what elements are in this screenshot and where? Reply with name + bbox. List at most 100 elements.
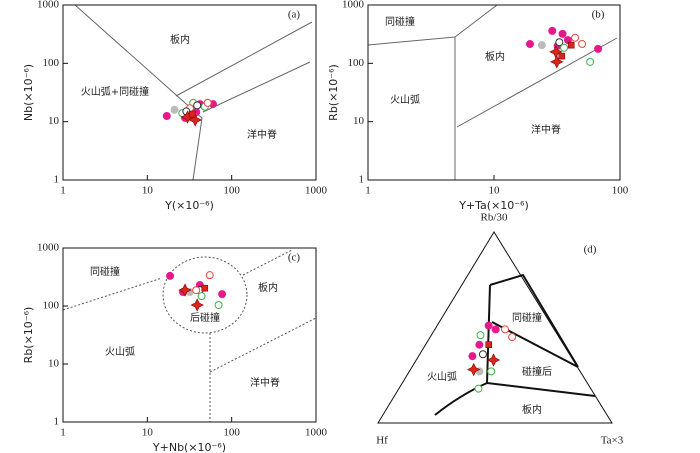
point (508, 333, 517, 342)
point (560, 43, 569, 52)
point (218, 290, 227, 299)
point (170, 105, 179, 114)
y-tick-label: 1 (54, 174, 60, 186)
y-tick-label: 100 (348, 57, 365, 69)
y-tick-label: 1 (54, 416, 60, 428)
panel-label: (b) (592, 9, 605, 21)
field-label: 洋中脊 (247, 128, 277, 141)
y-tick-label: 1 (359, 174, 365, 186)
point (193, 101, 202, 110)
point (205, 271, 214, 280)
field-label: 同碰撞 (385, 15, 415, 28)
field-label: 碰撞后 (522, 365, 552, 378)
point (486, 353, 501, 367)
field-label: 洋中脊 (531, 123, 561, 136)
y-tick-label: 10 (48, 115, 60, 127)
point (466, 362, 481, 377)
y-axis-label: Rb(×10⁻⁶) (327, 64, 340, 121)
x-tick-label: 100 (223, 427, 240, 439)
field-label: 后碰撞 (190, 311, 220, 324)
panel-label: (d) (584, 244, 597, 256)
y-axis-label: Rb(×10⁻⁶) (22, 307, 35, 364)
field-label: 同碰撞 (512, 311, 542, 324)
y-tick-label: 10 (353, 115, 365, 127)
boundaries-b (367, 4, 618, 180)
field-label: 火山弧 (105, 345, 135, 358)
point (537, 41, 546, 50)
point (166, 271, 175, 280)
y-tick-label: 100 (43, 300, 60, 312)
point (478, 350, 487, 359)
x-tick-label: 1 (365, 185, 371, 197)
point (578, 39, 587, 48)
vertex-label: Hf (376, 435, 388, 447)
point (525, 40, 534, 49)
plot-frame (367, 4, 621, 181)
field-label: 洋中脊 (250, 376, 280, 389)
point (476, 331, 485, 340)
x-tick-label: 10 (142, 185, 154, 197)
y-tick-label: 10 (48, 358, 60, 370)
x-tick-label: 1 (60, 427, 66, 439)
point (214, 301, 223, 310)
y-tick-label: 1000 (342, 0, 365, 11)
x-axis-label: Y+Nb(×10⁻⁶) (152, 441, 226, 453)
point (474, 384, 483, 393)
boundaries-a (74, 4, 313, 181)
x-tick-label: 10 (142, 427, 154, 439)
point (188, 110, 196, 118)
x-axis-label: Y+Ta(×10⁻⁶) (458, 199, 529, 212)
point (501, 325, 510, 334)
point (192, 286, 201, 295)
ternary-frame (377, 231, 613, 424)
point (485, 341, 493, 348)
point (594, 44, 603, 53)
panel-label: (c) (288, 252, 301, 264)
field-label: 同碰撞 (90, 265, 120, 278)
plot-frame (62, 4, 317, 181)
point (548, 26, 557, 35)
point (162, 112, 171, 121)
field-label: 火山弧 (427, 370, 457, 383)
point (491, 325, 500, 334)
x-tick-label: 10 (489, 185, 501, 197)
vertex-label: Ta×3 (601, 435, 624, 447)
y-tick-label: 1000 (37, 242, 60, 254)
point (487, 367, 496, 376)
point (203, 98, 212, 107)
point (571, 33, 580, 42)
point (555, 38, 564, 47)
point (190, 298, 204, 312)
y-tick-label: 1000 (37, 0, 60, 11)
point (550, 55, 564, 69)
y-tick-label: 100 (43, 57, 60, 69)
point (586, 57, 595, 66)
point (558, 29, 567, 38)
x-tick-label: 100 (223, 185, 240, 197)
field-label: 板内 (258, 281, 278, 294)
point (197, 292, 206, 301)
point (484, 321, 493, 330)
boundaries-c (62, 249, 317, 422)
point (178, 283, 192, 297)
plot-frame (62, 247, 317, 423)
x-tick-label: 1000 (305, 185, 328, 197)
point (567, 41, 575, 49)
field-label: 板内 (485, 50, 505, 63)
y-axis-label: Nb(×10⁻⁶) (22, 64, 35, 121)
point (475, 340, 484, 349)
point (201, 284, 209, 292)
point (468, 352, 477, 361)
field-label: 板内 (522, 403, 542, 416)
x-tick-label: 100 (612, 185, 629, 197)
x-tick-label: 1 (60, 185, 66, 197)
field-label: 火山弧 (390, 93, 420, 106)
field-label: 火山弧+同碰撞 (81, 85, 149, 98)
point (558, 52, 566, 60)
panel-label: (a) (288, 9, 301, 21)
field-label: 板内 (170, 33, 190, 46)
point (188, 113, 202, 127)
vertex-label: Rb/30 (481, 212, 508, 224)
x-tick-label: 1000 (305, 427, 328, 439)
